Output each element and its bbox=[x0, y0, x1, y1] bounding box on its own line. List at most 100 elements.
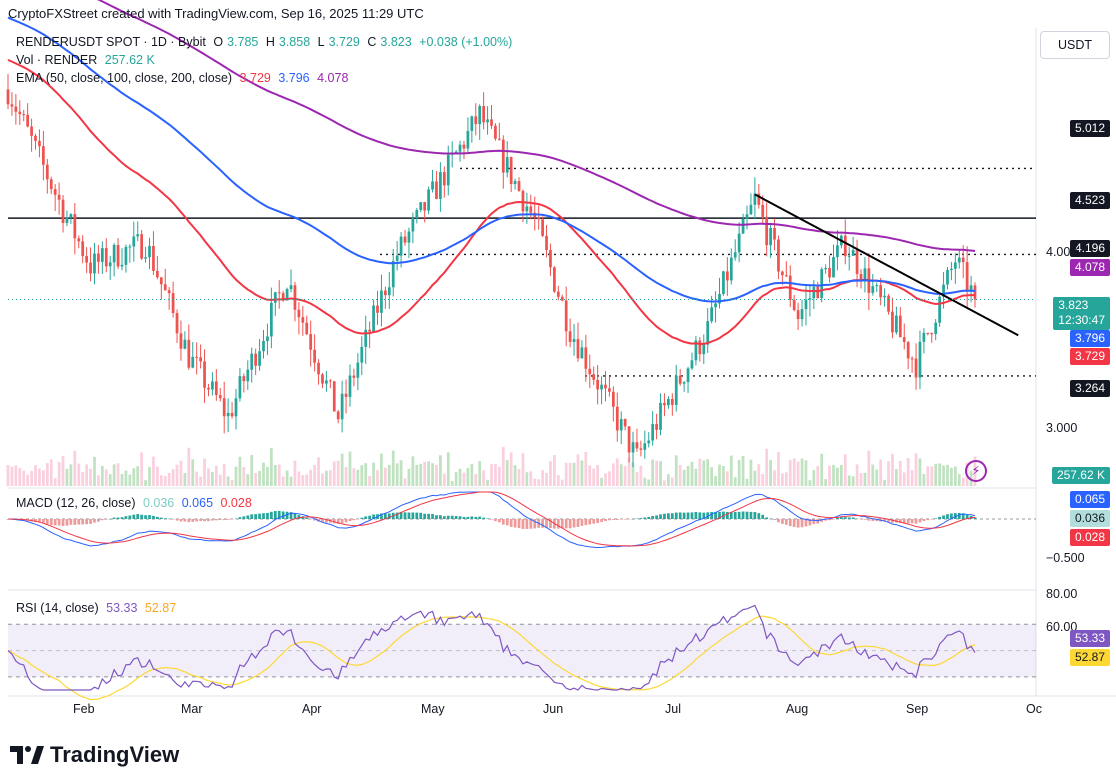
volume-bar bbox=[953, 466, 957, 486]
volume-bar bbox=[112, 464, 116, 486]
candle-body bbox=[946, 270, 949, 285]
candle-body bbox=[651, 424, 655, 441]
macd-hist-bar bbox=[521, 519, 525, 529]
volume-bar bbox=[482, 470, 486, 486]
macd-signal-pill: 0.028 bbox=[1069, 529, 1110, 546]
volume-bar bbox=[501, 446, 505, 486]
candle-body bbox=[486, 119, 489, 123]
volume-bar bbox=[325, 470, 328, 486]
macd-hist-bar bbox=[643, 517, 647, 519]
volume-bar bbox=[431, 463, 434, 486]
volume-bar bbox=[623, 465, 627, 486]
volume-bar bbox=[450, 480, 454, 486]
volume-bar bbox=[171, 469, 175, 486]
candle-body bbox=[611, 391, 615, 407]
volume-bar bbox=[104, 469, 108, 486]
volume-bar bbox=[195, 471, 199, 486]
macd-hist-bar bbox=[682, 512, 686, 519]
volume-bar bbox=[564, 462, 568, 486]
macd-hist-bar bbox=[478, 516, 482, 519]
macd-hist-bar bbox=[427, 513, 430, 519]
macd-hist-bar bbox=[832, 519, 835, 520]
candle-body bbox=[710, 307, 714, 322]
macd-hist-bar bbox=[961, 513, 965, 519]
volume-bar bbox=[902, 472, 906, 486]
macd-hist-bar bbox=[930, 519, 934, 520]
candle-body bbox=[631, 442, 635, 453]
volume-bar bbox=[545, 472, 548, 486]
candle-body bbox=[859, 274, 863, 282]
volume-bar bbox=[781, 473, 784, 486]
macd-hist-bar bbox=[906, 519, 910, 524]
candle-body bbox=[604, 384, 607, 389]
candle-body bbox=[525, 206, 529, 212]
candle-body bbox=[328, 380, 332, 382]
candle-body bbox=[655, 424, 658, 430]
volume-pill: 257.62 K bbox=[1051, 467, 1110, 484]
ema100-line bbox=[7, 16, 976, 303]
time-tick-feb: Feb bbox=[73, 702, 95, 716]
volume-bar bbox=[152, 456, 155, 486]
macd-hist-value: 0.036 bbox=[142, 496, 175, 510]
volume-bar bbox=[132, 468, 136, 486]
ema100-value: 3.796 bbox=[278, 71, 310, 85]
macd-hist-bar bbox=[773, 519, 776, 521]
candle-body bbox=[918, 341, 922, 378]
macd-hist-bar bbox=[694, 511, 698, 519]
macd-hist-bar bbox=[132, 514, 136, 519]
macd-hist-bar bbox=[246, 515, 250, 519]
volume-bar bbox=[100, 465, 104, 486]
volume-bar bbox=[883, 479, 886, 486]
macd-hist-bar bbox=[678, 512, 682, 519]
candle-body bbox=[722, 271, 725, 294]
macd-tick: −0.500 bbox=[1046, 551, 1085, 565]
macd-hist-bar bbox=[875, 519, 879, 522]
candle-body bbox=[226, 412, 230, 417]
candle-body bbox=[910, 358, 914, 360]
candle-body bbox=[623, 419, 627, 427]
candle-body bbox=[808, 298, 812, 300]
candle-body bbox=[749, 204, 753, 215]
candle-body bbox=[159, 277, 163, 285]
volume-bar bbox=[442, 473, 446, 486]
candle-body bbox=[556, 291, 560, 297]
volume-bar bbox=[855, 464, 859, 486]
macd-hist-bar bbox=[214, 519, 218, 521]
candle-body bbox=[584, 347, 588, 369]
macd-hist-bar bbox=[918, 519, 922, 523]
volume-bar bbox=[926, 466, 930, 486]
volume-bar bbox=[478, 461, 482, 486]
volume-bar bbox=[722, 466, 725, 486]
price-legend: RENDERUSDT SPOT · 1D · Bybit O 3.785 H 3.8… bbox=[16, 35, 513, 49]
candle-body bbox=[116, 244, 120, 267]
candle-body bbox=[482, 106, 486, 123]
candle-body bbox=[804, 299, 808, 310]
time-tick-oct: Oc bbox=[1026, 702, 1042, 716]
candle-body bbox=[352, 375, 356, 378]
volume-bar bbox=[407, 468, 411, 486]
macd-hist-bar bbox=[175, 519, 179, 521]
volume-bar bbox=[179, 460, 183, 486]
candle-body bbox=[297, 309, 301, 318]
macd-hist-bar bbox=[871, 519, 875, 521]
candle-body bbox=[211, 381, 214, 390]
volume-bar bbox=[45, 463, 49, 486]
macd-hist-bar bbox=[108, 518, 112, 520]
volume-bar bbox=[863, 472, 867, 486]
candle-body bbox=[368, 329, 372, 332]
candle-body bbox=[281, 293, 285, 301]
volume-bar bbox=[611, 463, 615, 486]
lightning-icon[interactable]: ⚡ bbox=[965, 460, 987, 482]
currency-button[interactable]: USDT bbox=[1040, 31, 1110, 59]
candle-body bbox=[258, 351, 261, 366]
volume-bar bbox=[729, 455, 733, 486]
macd-hist-bar bbox=[53, 519, 57, 526]
candle-body bbox=[871, 286, 875, 293]
candle-body bbox=[659, 402, 662, 430]
candle-body bbox=[769, 227, 772, 246]
candle-body bbox=[537, 217, 541, 220]
candle-body bbox=[922, 332, 926, 342]
candle-body bbox=[218, 395, 222, 399]
macd-hist-bar bbox=[167, 518, 171, 520]
